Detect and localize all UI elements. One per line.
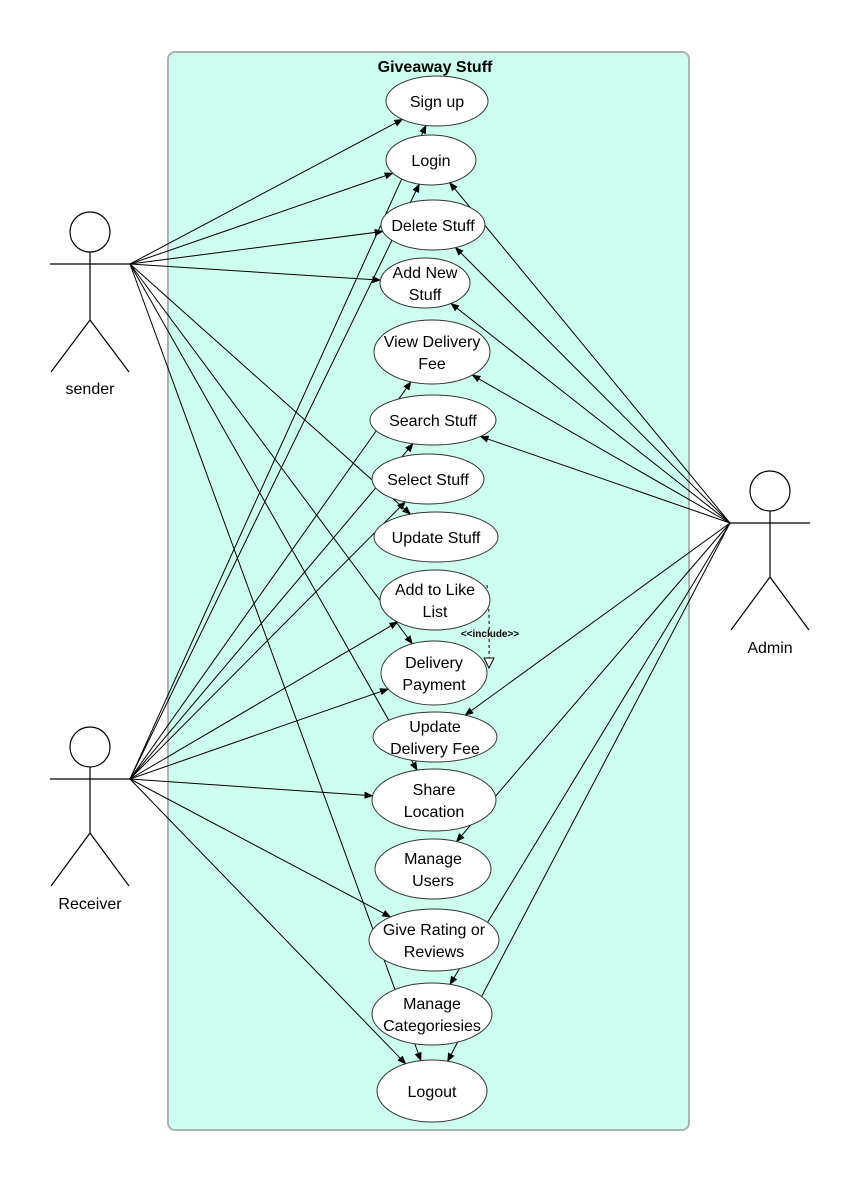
- association-admin-logout: [447, 522, 731, 1063]
- use-case-ellipse: [373, 319, 491, 385]
- use-case-ellipse: [372, 711, 498, 763]
- use-case-label: View Delivery: [384, 334, 481, 351]
- association-receiver-rating: [129, 778, 392, 918]
- use-case-label: Categoriesies: [383, 1018, 481, 1035]
- actor-receiver[interactable]: Receiver: [50, 726, 130, 913]
- use-case-label: Share: [413, 782, 456, 799]
- use-case-ellipse: [385, 134, 477, 186]
- association-admin-search: [479, 435, 731, 524]
- use-case-label: Users: [412, 873, 454, 890]
- use-case-ellipse: [369, 394, 497, 446]
- association-receiver-share: [129, 778, 374, 799]
- use-case-ellipse: [371, 768, 497, 832]
- use-case-label: Stuff: [409, 287, 442, 304]
- association-admin-cats: [449, 522, 731, 986]
- association-sender-payment: [129, 263, 413, 645]
- use-case-ellipse: [376, 1059, 488, 1123]
- association-receiver-viewfee: [129, 381, 412, 780]
- actor-admin[interactable]: Admin: [730, 470, 810, 657]
- use-case-label: Give Rating or: [383, 922, 486, 939]
- use-case-logout[interactable]: Logout: [376, 1059, 488, 1123]
- association-admin-updfee: [464, 522, 731, 716]
- association-receiver-like: [129, 621, 399, 780]
- association-receiver-signup: [129, 124, 427, 780]
- use-case-ellipse: [373, 511, 499, 563]
- use-case-label: Logout: [408, 1084, 457, 1101]
- association-sender-signup: [129, 118, 404, 265]
- association-sender-logout: [129, 263, 422, 1062]
- use-case-label: Delivery: [405, 655, 463, 672]
- use-case-label: List: [423, 604, 448, 621]
- use-cases: Sign up Login Delete Stuff Add New Stuff View…: [368, 75, 500, 1123]
- use-case-label: Delivery Fee: [390, 741, 480, 758]
- actor-label-receiver: Receiver: [58, 896, 122, 913]
- use-case-ellipse: [380, 640, 488, 706]
- use-case-update[interactable]: Update Stuff: [373, 511, 499, 563]
- use-case-ellipse: [379, 257, 471, 309]
- association-sender-update: [129, 263, 412, 515]
- use-case-search[interactable]: Search Stuff: [369, 394, 497, 446]
- use-case-label: Search Stuff: [389, 413, 477, 430]
- use-case-cats[interactable]: Manage Categoriesies: [371, 982, 493, 1046]
- use-case-ellipse: [371, 982, 493, 1046]
- use-case-users[interactable]: Manage Users: [374, 838, 492, 900]
- association-receiver-login: [129, 183, 420, 780]
- use-case-ellipse: [385, 75, 489, 127]
- association-admin-viewfee: [471, 374, 731, 524]
- association-sender-share: [129, 263, 418, 771]
- association-admin-delete: [454, 246, 731, 524]
- use-case-label: Select Stuff: [387, 472, 469, 489]
- association-admin-users: [455, 522, 731, 843]
- actor-sender[interactable]: sender: [50, 211, 130, 398]
- use-case-signup[interactable]: Sign up: [385, 75, 489, 127]
- use-case-label: Manage: [403, 996, 461, 1013]
- use-case-updfee[interactable]: Update Delivery Fee: [372, 711, 498, 763]
- use-case-label: Update: [409, 719, 461, 736]
- use-case-label: Location: [404, 804, 465, 821]
- association-receiver-search: [129, 443, 414, 780]
- use-case-label: Reviews: [404, 944, 464, 961]
- use-case-ellipse: [379, 569, 491, 631]
- association-receiver-payment: [129, 688, 389, 780]
- actor-label-sender: sender: [66, 381, 116, 398]
- use-case-addnew[interactable]: Add New Stuff: [379, 257, 471, 309]
- association-receiver-select: [129, 501, 406, 780]
- use-case-label: Login: [411, 153, 450, 170]
- use-case-ellipse: [374, 838, 492, 900]
- association-sender-addnew: [129, 263, 382, 284]
- system-title: Giveaway Stuff: [378, 59, 493, 76]
- use-case-label: Sign up: [410, 94, 464, 111]
- use-case-payment[interactable]: Delivery Payment: [380, 640, 488, 706]
- use-case-label: Payment: [402, 677, 466, 694]
- include-label: <<include>>: [461, 629, 520, 640]
- association-sender-login: [129, 172, 394, 265]
- use-case-viewfee[interactable]: View Delivery Fee: [373, 319, 491, 385]
- use-case-select[interactable]: Select Stuff: [371, 453, 485, 505]
- use-case-label: Delete Stuff: [391, 218, 475, 235]
- association-receiver-logout: [129, 778, 407, 1065]
- use-case-ellipse: [371, 453, 485, 505]
- use-case-ellipse: [380, 199, 486, 251]
- use-case-label: Add New: [393, 265, 458, 282]
- use-case-label: Update Stuff: [392, 530, 481, 547]
- association-admin-login: [449, 182, 731, 524]
- use-case-label: Fee: [418, 356, 446, 373]
- use-case-like[interactable]: Add to Like List: [379, 569, 491, 631]
- use-case-login[interactable]: Login: [385, 134, 477, 186]
- use-case-label: Add to Like: [395, 582, 475, 599]
- use-case-share[interactable]: Share Location: [371, 768, 497, 832]
- use-case-delete[interactable]: Delete Stuff: [380, 199, 486, 251]
- use-case-label: Manage: [404, 851, 462, 868]
- association-sender-delete: [129, 228, 384, 265]
- use-case-rating[interactable]: Give Rating or Reviews: [368, 908, 500, 972]
- use-case-ellipse: [368, 908, 500, 972]
- association-lines: [129, 118, 731, 1065]
- actor-label-admin: Admin: [747, 640, 792, 657]
- association-admin-addnew: [450, 302, 731, 524]
